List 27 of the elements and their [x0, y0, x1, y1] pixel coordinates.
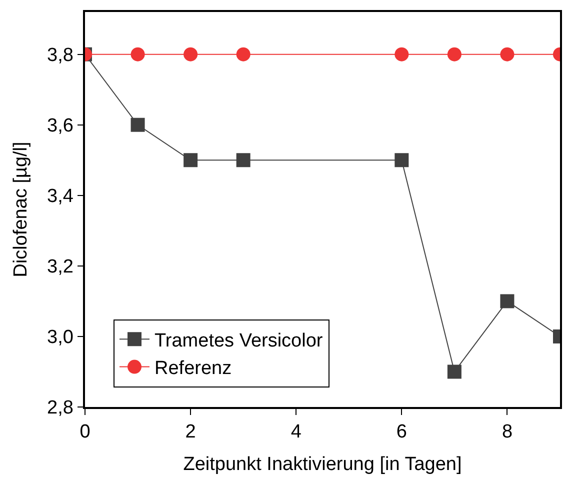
x-tick-label: 8 [502, 422, 513, 443]
point [500, 294, 514, 308]
x-tick-label: 4 [290, 422, 302, 443]
x-tick-label: 2 [185, 422, 196, 443]
point [236, 153, 250, 168]
point [500, 47, 514, 62]
y-tick-label: 3,0 [47, 327, 74, 348]
x-tick-label: 0 [80, 422, 90, 443]
y-tick-label: 3,8 [47, 44, 74, 66]
point [447, 364, 462, 379]
point [130, 118, 145, 132]
point [394, 153, 409, 168]
legend-label: Referenz [154, 358, 232, 380]
point [184, 153, 198, 168]
point [236, 47, 250, 62]
point [447, 47, 462, 62]
point [130, 47, 145, 62]
y-tick-label: 3,6 [47, 116, 74, 137]
x-axis-title: Zeitpunkt Inaktivierung [in Tagen] [183, 454, 462, 475]
y-axis-title: Diclofenac [µg/l] [10, 142, 32, 278]
y-tick-label: 2,8 [47, 398, 74, 419]
point [394, 47, 409, 62]
legend-label: Trametes Versicolor [154, 330, 324, 352]
x-tick-label: 6 [396, 422, 407, 443]
y-tick-label: 3,4 [47, 186, 74, 208]
point [184, 47, 198, 62]
y-tick-label: 3,2 [47, 256, 74, 278]
